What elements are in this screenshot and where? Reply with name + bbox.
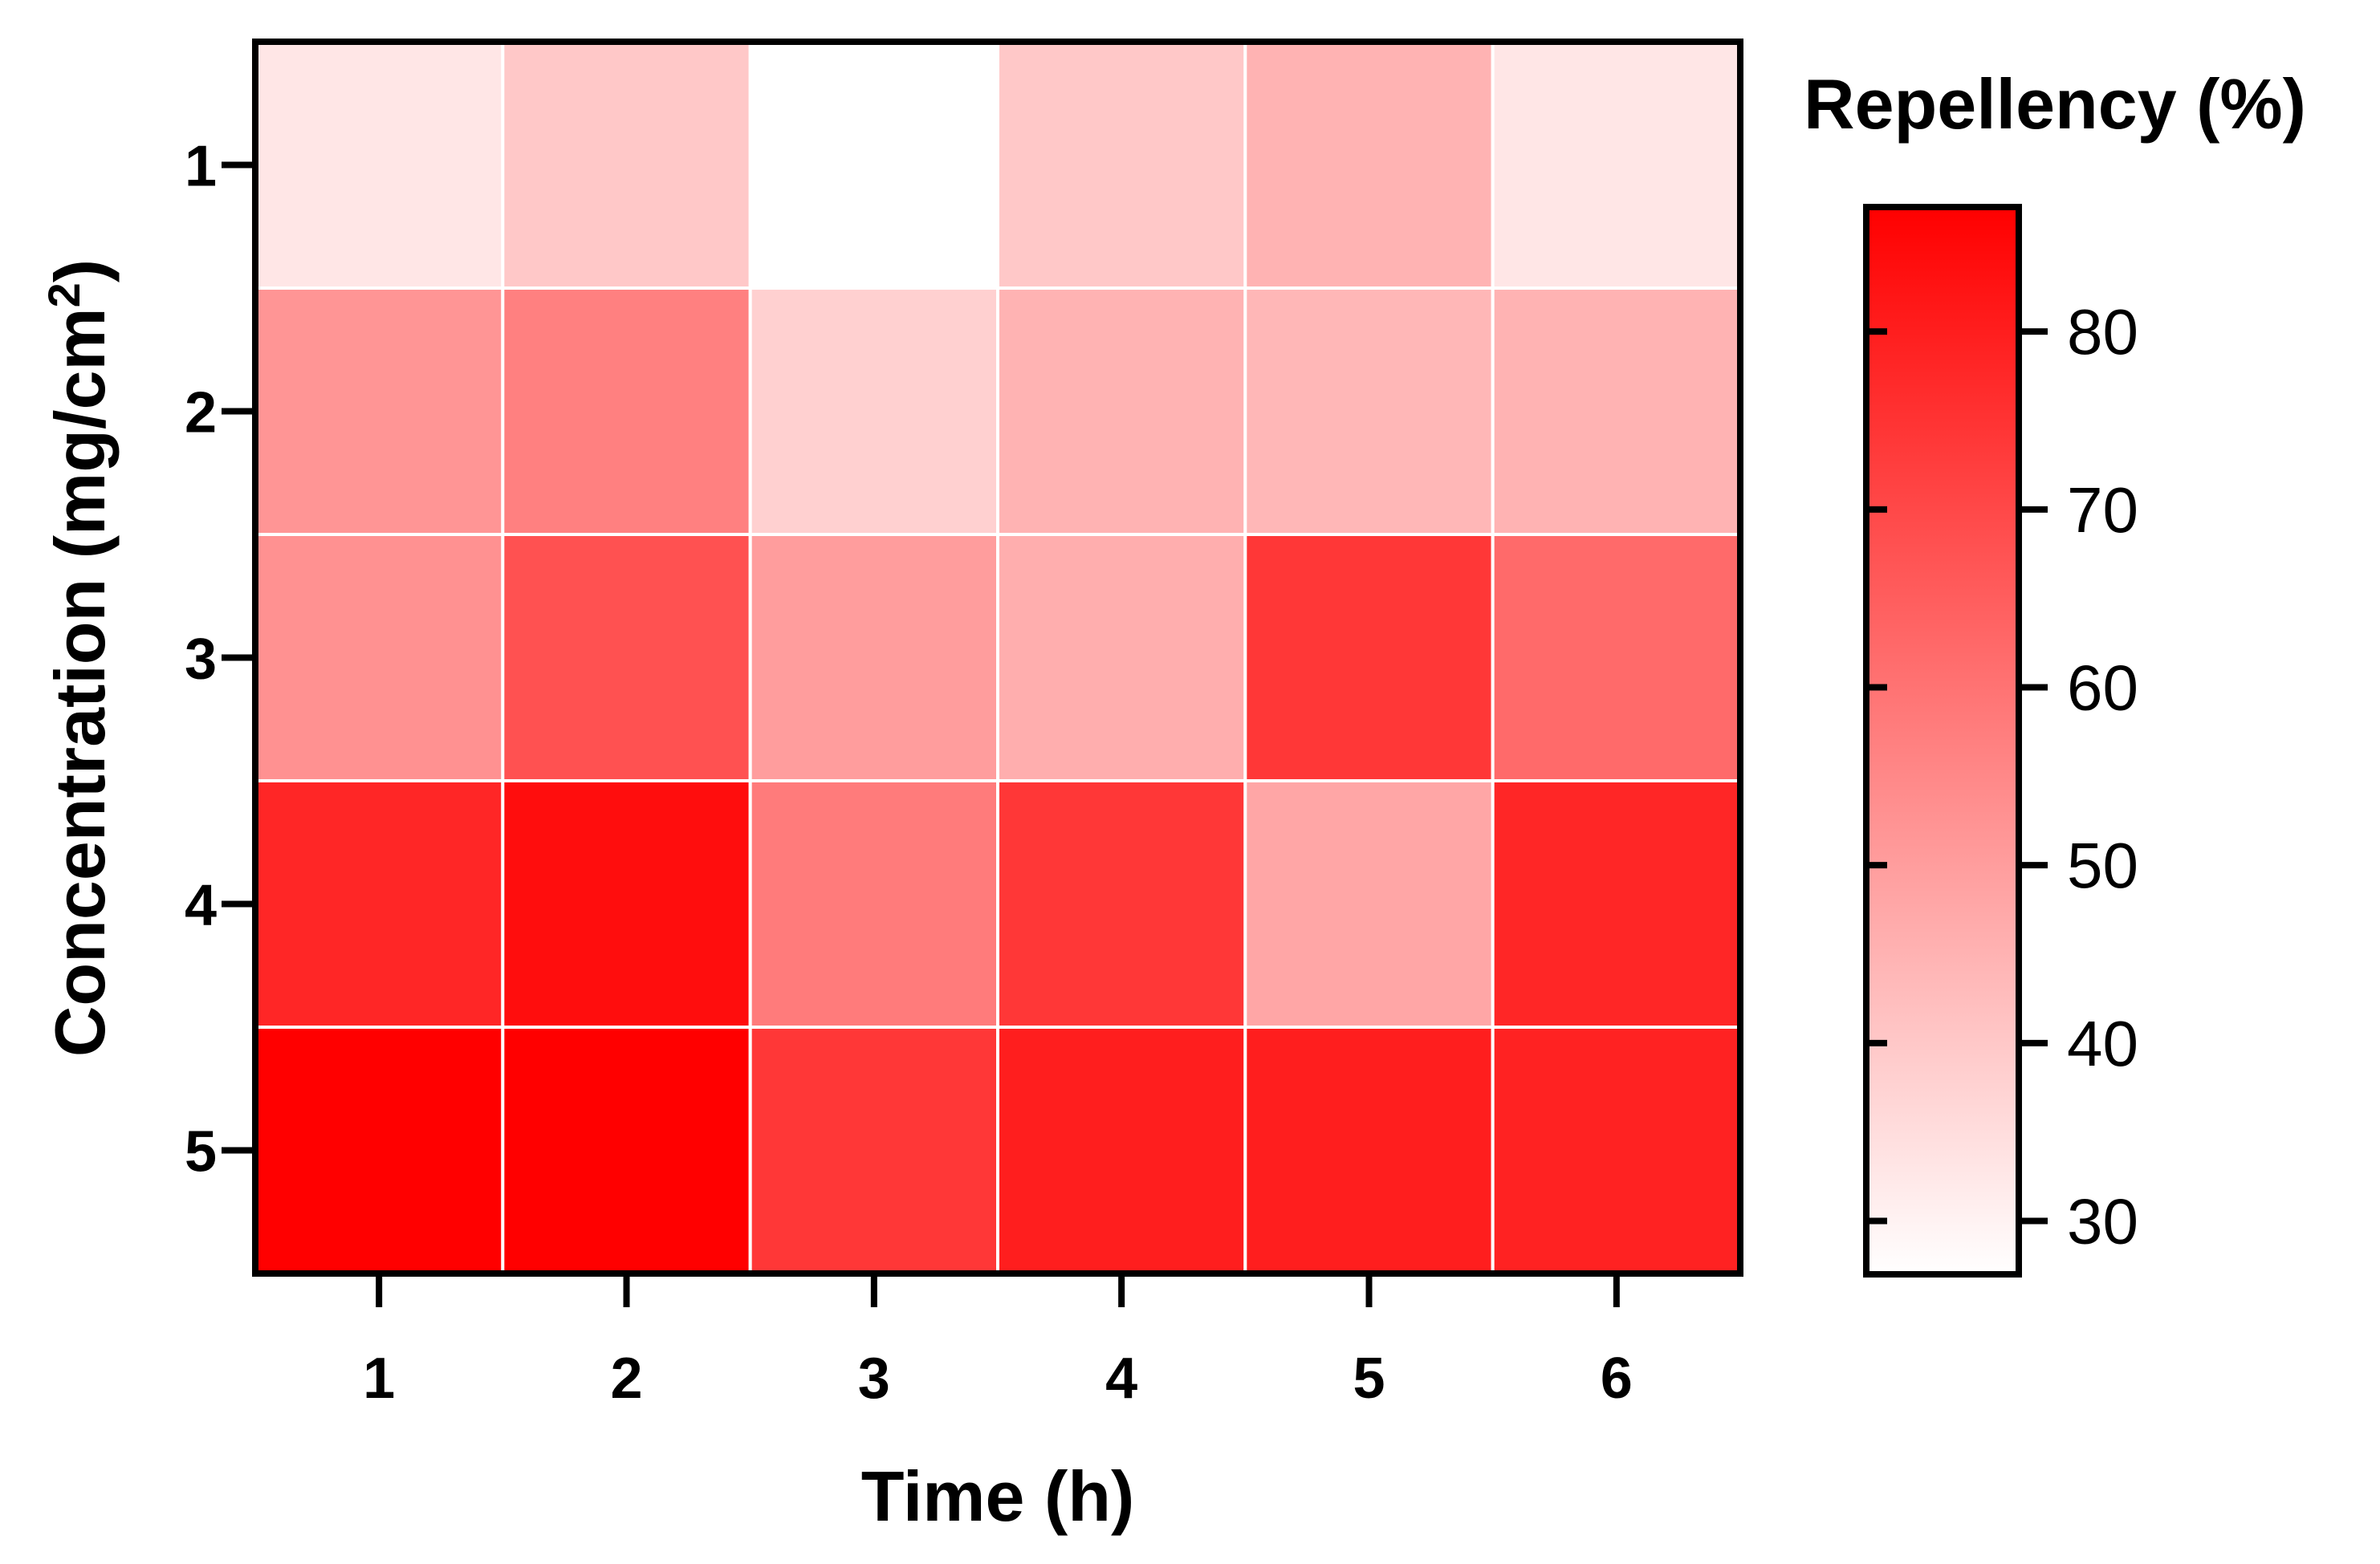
colorbar-tick-label: 40 [2067,1008,2138,1079]
heatmap-cell-r5-c4 [996,1026,1247,1275]
heatmap-cell-r4-c2 [501,779,752,1029]
heatmap-cell-r4-c1 [254,779,505,1029]
heatmap-cell-r4-c4 [996,779,1247,1029]
y-axis-title-main: Concentration (mg/cm [40,307,120,1057]
colorbar-tick-label: 80 [2067,296,2138,368]
heatmap-cell-r3-c3 [748,533,1000,782]
heatmap-cell-r3-c5 [1243,533,1495,782]
x-axis: 1 2 3 4 5 6 [363,1274,1633,1411]
heatmap-cell-r5-c5 [1243,1026,1495,1275]
colorbar-tick-label: 60 [2067,652,2138,724]
y-tick-label: 2 [185,381,217,445]
colorbar-tick-label: 30 [2067,1186,2138,1257]
y-axis-title-superscript: 2 [39,282,89,307]
y-axis-title: Concentration (mg/cm2) [39,259,120,1057]
heatmap-cell-r5-c1 [254,1026,505,1275]
heatmap-cell-r5-c2 [501,1026,752,1275]
x-tick-label: 6 [1601,1347,1633,1411]
heatmap-cell-r2-c5 [1243,286,1495,536]
x-tick-label: 5 [1353,1347,1385,1411]
heatmap-cell-r2-c4 [996,286,1247,536]
heatmap-cell-r2-c3 [748,286,1000,536]
colorbar-tick-label: 50 [2067,830,2138,901]
x-tick-label: 4 [1105,1347,1137,1411]
heatmap-cell-r3-c2 [501,533,752,782]
y-tick-label: 4 [185,874,217,938]
x-tick-label: 2 [610,1347,642,1411]
heatmap-cell-r1-c6 [1491,40,1742,290]
heatmap-cell-r4-c6 [1491,779,1742,1029]
y-tick-label: 1 [185,135,217,199]
y-tick-label: 5 [185,1120,217,1184]
heatmap-cell-r5-c6 [1491,1026,1742,1275]
heatmap-cell-r4-c5 [1243,779,1495,1029]
heatmap-cell-r2-c1 [254,286,505,536]
heatmap-cells [254,40,1742,1275]
heatmap-cell-r3-c1 [254,533,505,782]
x-tick-label: 3 [858,1347,890,1411]
heatmap-cell-r1-c4 [996,40,1247,290]
y-axis: 1 2 3 4 5 [185,135,255,1184]
heatmap-cell-r2-c6 [1491,286,1742,536]
y-axis-title-end: ) [40,259,120,282]
heatmap-cell-r1-c5 [1243,40,1495,290]
colorbar-title: Repellency (%) [1804,64,2306,144]
heatmap-cell-r4-c3 [748,779,1000,1029]
x-axis-title: Time (h) [861,1456,1135,1536]
colorbar-tick-label: 70 [2067,474,2138,546]
heatmap-cell-r1-c3 [748,40,1000,290]
heatmap-cell-r5-c3 [748,1026,1000,1275]
y-tick-label: 3 [185,628,217,692]
x-tick-label: 1 [363,1347,395,1411]
heatmap-cell-r1-c2 [501,40,752,290]
heatmap-cell-r1-c1 [254,40,505,290]
heatmap-cell-r3-c6 [1491,533,1742,782]
colorbar-ticks: 30 40 50 60 70 80 [1866,296,2138,1257]
heatmap-cell-r2-c2 [501,286,752,536]
heatmap-cell-r3-c4 [996,533,1247,782]
colorbar [1863,204,2022,1278]
